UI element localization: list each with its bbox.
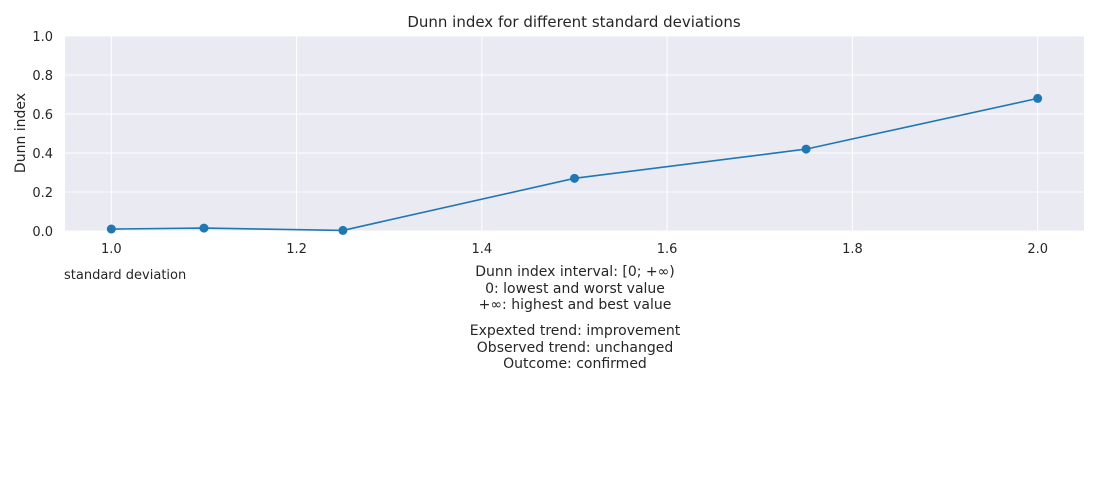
plot-area	[65, 36, 1084, 231]
series-layer	[106, 93, 1043, 235]
interval-highest-line: +∞: highest and best value	[478, 297, 672, 313]
y-tick-label: 0.8	[32, 69, 53, 84]
x-tick-label: 1.4	[472, 242, 493, 257]
trend-note: Expexted trend: improvement Observed tre…	[375, 323, 775, 373]
y-tick-label: 1.0	[32, 30, 53, 45]
data-point	[338, 225, 348, 235]
y-tick-labels: 0.0 0.2 0.4 0.6 0.8 1.0	[32, 30, 53, 240]
data-point	[801, 144, 811, 154]
x-tick-label: 1.6	[657, 242, 678, 257]
x-tick-label: 1.2	[286, 242, 307, 257]
outcome-line: Outcome: confirmed	[503, 356, 647, 372]
data-point	[106, 224, 116, 234]
expected-trend-line: Expexted trend: improvement	[469, 323, 681, 339]
data-point	[570, 173, 579, 183]
grid-lines	[65, 35, 1084, 232]
observed-trend-line: Observed trend: unchanged	[476, 339, 674, 356]
chart-title: Dunn index for different standard deviat…	[407, 13, 741, 31]
series-line	[111, 97, 1038, 232]
x-tick-labels: 1.0 1.2 1.4 1.6 1.8 2.0	[101, 242, 1048, 257]
dunn-interval-note: Dunn index interval: [0; +∞) 0: lowest a…	[375, 264, 775, 314]
x-tick-label: 1.0	[101, 242, 122, 257]
x-tick-label: 2.0	[1027, 242, 1048, 257]
x-axis-label: standard deviation	[64, 268, 186, 283]
x-tick-label: 1.8	[842, 242, 863, 257]
y-tick-label: 0.4	[32, 147, 53, 162]
y-axis-label: Dunn index	[13, 93, 29, 173]
y-tick-label: 0.6	[32, 108, 53, 123]
data-point	[1033, 93, 1043, 103]
y-tick-label: 0.2	[32, 186, 53, 201]
data-point	[199, 223, 209, 233]
interval-line: Dunn index interval: [0; +∞)	[475, 264, 675, 280]
interval-lowest-line: 0: lowest and worst value	[485, 280, 665, 297]
y-tick-label: 0.0	[32, 225, 53, 240]
